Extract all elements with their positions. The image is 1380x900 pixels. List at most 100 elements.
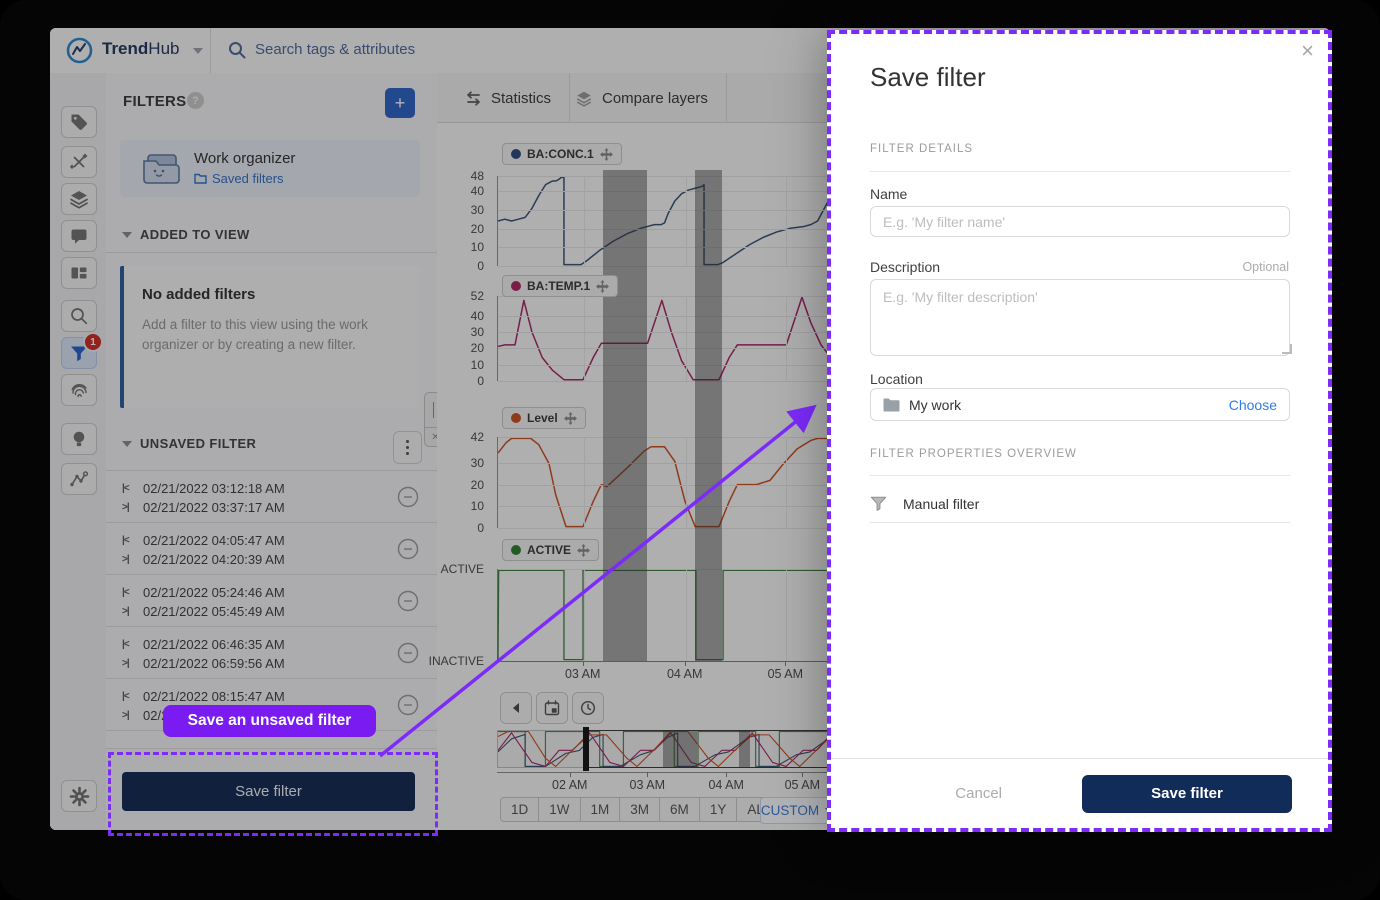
chevron-down-icon[interactable] xyxy=(193,48,203,54)
close-icon[interactable]: × xyxy=(1301,38,1314,63)
trendhub-logo-icon xyxy=(66,37,93,64)
empty-state-body: Add a filter to this view using the work… xyxy=(142,317,368,352)
modal-footer: Cancel Save filter xyxy=(831,758,1328,828)
filter-end-time: 02/21/2022 04:20:39 AM xyxy=(143,552,285,567)
y-tick-label: 40 xyxy=(470,183,484,198)
sidebar-item-fingerprint[interactable] xyxy=(61,374,97,406)
sidebar-item-tags[interactable] xyxy=(61,106,97,138)
sidebar-item-ideas[interactable] xyxy=(61,423,97,455)
y-tick-label: 0 xyxy=(477,259,484,273)
filter-start-time: 02/21/2022 08:15:47 AM xyxy=(143,689,285,704)
sidebar-item-layers[interactable] xyxy=(61,183,97,215)
range-start-icon: |< xyxy=(122,535,130,546)
tab-statistics[interactable]: Statistics xyxy=(447,73,571,123)
lightbulb-icon xyxy=(73,431,85,447)
location-value: My work xyxy=(909,396,962,413)
unsaved-filter-header[interactable]: UNSAVED FILTER xyxy=(122,436,256,451)
graph-icon xyxy=(70,471,89,487)
range-start-icon: |< xyxy=(122,691,130,702)
filter-icon xyxy=(71,346,87,362)
choose-location-button[interactable]: Choose xyxy=(1228,396,1277,413)
modal-title: Save filter xyxy=(870,62,986,92)
y-tick-label: 20 xyxy=(470,341,484,356)
y-axis-temp: 52 40 30 20 10 0 xyxy=(448,289,492,388)
folder-icon xyxy=(194,173,207,184)
resize-grip-icon[interactable] xyxy=(1282,344,1292,354)
work-organizer-folder-icon xyxy=(143,154,180,184)
zoom-3m-button[interactable]: 3M xyxy=(619,797,661,822)
sidebar-item-comments[interactable] xyxy=(61,220,97,252)
empty-state-title: No added filters xyxy=(142,286,256,303)
filter-details-section-header: FILTER DETAILS xyxy=(870,143,974,155)
cancel-button[interactable]: Cancel xyxy=(955,785,1002,802)
header-divider xyxy=(210,28,211,73)
chevron-down-icon xyxy=(122,231,132,238)
zoom-1w-button[interactable]: 1W xyxy=(538,797,581,822)
location-label: Location xyxy=(870,371,923,387)
added-to-view-header[interactable]: ADDED TO VIEW xyxy=(122,227,250,242)
zoom-1m-button[interactable]: 1M xyxy=(579,797,621,822)
compare-layers-icon xyxy=(576,91,592,107)
swap-arrows-icon xyxy=(467,90,480,106)
sidebar-item-filters[interactable]: 1 xyxy=(61,332,103,369)
series-chip-temp[interactable]: BA:TEMP.1 xyxy=(502,275,619,297)
add-filter-button[interactable]: + xyxy=(385,88,415,118)
annotation-tooltip: Save an unsaved filter xyxy=(163,705,376,737)
divider xyxy=(870,475,1290,476)
y-tick-label: 40 xyxy=(470,308,484,323)
search-input[interactable]: Search tags & attributes xyxy=(255,41,416,58)
chevron-down-icon xyxy=(122,440,132,447)
unsaved-filter-rows: |< 02/21/2022 03:12:18 AM >| 02/21/2022 03:… xyxy=(106,471,437,731)
description-field[interactable] xyxy=(870,279,1290,356)
sidebar-item-dashboard[interactable] xyxy=(61,257,97,289)
range-start-icon: |< xyxy=(122,639,130,650)
filter-end-time: 02/21/2022 06:59:56 AM xyxy=(143,656,285,671)
range-end-icon: >| xyxy=(122,554,130,565)
divider xyxy=(106,252,437,253)
help-icon[interactable]: ? xyxy=(187,92,204,109)
y-tick-label: 30 xyxy=(470,202,484,217)
fingerprint-icon xyxy=(71,384,87,398)
y-tick-label: 20 xyxy=(470,221,484,236)
filter-start-time: 02/21/2022 05:24:46 AM xyxy=(143,585,285,600)
layers-icon xyxy=(70,191,88,209)
name-field[interactable] xyxy=(870,206,1290,237)
saved-filters-link[interactable]: Saved filters xyxy=(194,171,284,186)
y-tick-label: 48 xyxy=(470,169,484,183)
zoom-1y-button[interactable]: 1Y xyxy=(698,797,738,822)
sidebar-item-events[interactable] xyxy=(61,146,97,178)
comment-icon xyxy=(71,229,87,244)
name-label: Name xyxy=(870,186,908,202)
funnel-icon xyxy=(870,496,887,511)
filter-start-time: 02/21/2022 03:12:18 AM xyxy=(143,481,285,496)
save-filter-modal: × Save filter FILTER DETAILS Name Descri… xyxy=(827,30,1332,832)
x-tick-label: 04 AM xyxy=(708,778,744,792)
filter-count-badge: 1 xyxy=(83,332,103,352)
gear-icon xyxy=(69,786,89,806)
filter-row[interactable]: |< 02/21/2022 05:24:46 AM >| 02/21/2022 05:… xyxy=(106,575,437,627)
settings-button[interactable] xyxy=(61,780,97,812)
y-tick-label: 10 xyxy=(470,240,484,255)
x-tick-label: 03 AM xyxy=(629,778,665,792)
range-end-icon: >| xyxy=(122,606,130,617)
sidebar-item-search[interactable] xyxy=(61,300,97,332)
filter-row[interactable]: |< 02/21/2022 04:05:47 AM >| 02/21/2022 04:… xyxy=(106,523,437,575)
modal-save-filter-button[interactable]: Save filter xyxy=(1082,774,1292,813)
series-chip-conc[interactable]: BA:CONC.1 xyxy=(502,143,622,165)
location-field: My work Choose xyxy=(870,388,1290,421)
zoom-6m-button[interactable]: 6M xyxy=(659,797,700,822)
y-tick-label: 10 xyxy=(470,357,484,372)
magic-icon xyxy=(69,153,88,169)
filter-end-time: 02/21/2022 05:45:49 AM xyxy=(143,604,285,619)
work-organizer-card[interactable]: Work organizer Saved filters xyxy=(120,140,420,197)
tag-icon xyxy=(71,114,87,130)
sidebar-item-graph[interactable] xyxy=(61,463,97,495)
series-color-dot xyxy=(511,149,521,159)
dashboard-icon xyxy=(71,267,87,279)
tab-compare-layers[interactable]: Compare layers xyxy=(557,73,727,123)
filter-row[interactable]: |< 02/21/2022 03:12:18 AM >| 02/21/2022 03:… xyxy=(106,471,437,523)
divider xyxy=(106,470,437,471)
manual-filter-row: Manual filter xyxy=(870,486,1290,522)
save-filter-button[interactable]: Save filter xyxy=(122,772,415,811)
range-start-icon: |< xyxy=(122,587,130,598)
